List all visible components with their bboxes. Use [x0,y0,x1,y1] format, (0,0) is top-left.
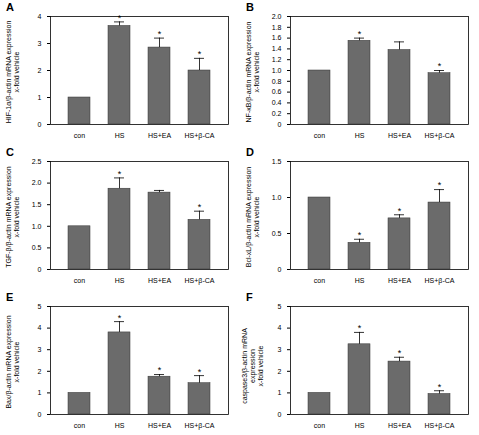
svg-text:*: * [158,365,162,375]
svg-text:1.2: 1.2 [272,56,282,63]
svg-text:4: 4 [38,13,42,20]
svg-text:*: * [118,169,122,179]
html-text:C: C [6,146,14,158]
html-text:Bcl-xL/β-actin mRNA expression: Bcl-xL/β-actin mRNA expression x-fold ve… [245,166,260,268]
svg-text:con: con [314,132,325,139]
svg-text:con: con [74,422,85,429]
html-text:D: D [246,146,254,158]
svg-text:3: 3 [278,346,282,353]
html-text:caspase3/β-actin mRNA expressi: caspase3/β-actin mRNA expression x-fold … [241,328,264,404]
svg-text:0: 0 [38,266,42,273]
svg-text:HS: HS [355,277,365,284]
svg-text:HS+EA: HS+EA [148,132,171,139]
svg-text:0.4: 0.4 [272,99,282,106]
svg-text:HS+β-CA: HS+β-CA [425,132,455,140]
html-text:Bax/β-actin mRNA expression x-: Bax/β-actin mRNA expression x-fold vehic… [5,315,20,409]
svg-text:0.5: 0.5 [272,230,282,237]
svg-text:*: * [118,13,122,23]
svg-text:*: * [438,180,442,190]
svg-text:5: 5 [38,303,42,310]
svg-text:*: * [358,323,362,333]
svg-text:con: con [314,422,325,429]
svg-text:1.8: 1.8 [272,24,282,31]
html-text:F: F [246,291,253,303]
svg-text:HS+EA: HS+EA [148,277,171,284]
svg-text:1: 1 [38,389,42,396]
svg-text:*: * [398,348,402,358]
html-text:NF-κB/β-actin mRNA expression: NF-κB/β-actin mRNA expression x-fold veh… [245,21,260,123]
svg-text:HS+EA: HS+EA [388,277,411,284]
svg-text:1: 1 [278,389,282,396]
svg-text:0: 0 [278,411,282,418]
svg-text:1.0: 1.0 [272,67,282,74]
svg-text:0.8: 0.8 [272,78,282,85]
svg-text:con: con [74,277,85,284]
svg-text:2.5: 2.5 [32,158,42,165]
svg-text:HS+EA: HS+EA [148,422,171,429]
svg-text:*: * [438,61,442,71]
svg-text:HS: HS [115,422,125,429]
svg-text:5: 5 [278,303,282,310]
svg-text:*: * [358,230,362,240]
svg-text:0: 0 [38,411,42,418]
svg-text:0.6: 0.6 [272,88,282,95]
svg-text:HS: HS [115,132,125,139]
svg-text:HS: HS [355,132,365,139]
svg-text:1.5: 1.5 [32,201,42,208]
svg-text:1: 1 [38,94,42,101]
svg-text:3: 3 [38,346,42,353]
svg-text:4: 4 [38,324,42,331]
html-text:HIF-1α/β-actin mRNA expression: HIF-1α/β-actin mRNA expression x-fold ve… [5,20,20,124]
svg-text:2.0: 2.0 [32,179,42,186]
html-text:TGF-β/β-actin mRNA expression: TGF-β/β-actin mRNA expression x-fold veh… [5,166,20,268]
svg-text:HS+EA: HS+EA [388,422,411,429]
svg-text:con: con [74,132,85,139]
svg-text:*: * [438,382,442,392]
svg-text:*: * [398,206,402,216]
svg-text:1.4: 1.4 [272,45,282,52]
svg-text:HS+β-CA: HS+β-CA [185,277,215,285]
svg-text:1.0: 1.0 [272,194,282,201]
svg-text:HS+β-CA: HS+β-CA [185,132,215,140]
html-text:A: A [6,1,14,13]
svg-text:HS+β-CA: HS+β-CA [425,422,455,430]
svg-text:*: * [198,49,202,59]
svg-text:1.6: 1.6 [272,34,282,41]
svg-text:*: * [158,29,162,39]
html-text:B: B [246,1,254,13]
svg-text:HS+β-CA: HS+β-CA [185,422,215,430]
svg-text:0: 0 [38,121,42,128]
svg-text:HS+β-CA: HS+β-CA [425,277,455,285]
svg-text:0: 0 [278,266,282,273]
svg-text:2: 2 [38,368,42,375]
svg-text:*: * [198,367,202,377]
svg-text:con: con [314,277,325,284]
svg-text:HS+EA: HS+EA [388,132,411,139]
svg-text:3: 3 [38,40,42,47]
svg-text:*: * [358,29,362,39]
svg-text:2: 2 [278,368,282,375]
svg-text:2: 2 [38,67,42,74]
svg-text:HS: HS [115,277,125,284]
svg-text:*: * [118,313,122,323]
svg-text:1.5: 1.5 [272,158,282,165]
svg-text:0.5: 0.5 [32,244,42,251]
svg-text:2.0: 2.0 [272,13,282,20]
svg-text:4: 4 [278,324,282,331]
svg-text:0: 0 [278,121,282,128]
svg-text:0.2: 0.2 [272,110,282,117]
svg-text:1.0: 1.0 [32,223,42,230]
html-text:E: E [6,291,14,303]
svg-text:*: * [198,202,202,212]
svg-text:HS: HS [355,422,365,429]
